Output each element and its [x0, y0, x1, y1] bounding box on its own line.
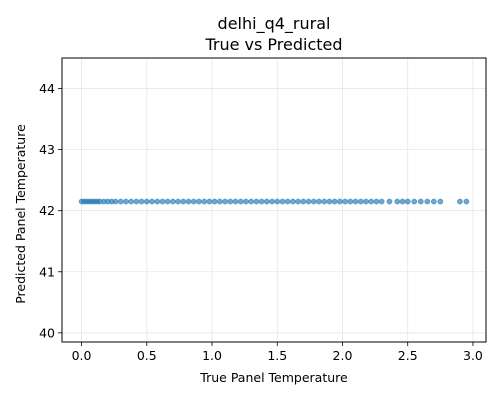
scatter-point [138, 198, 145, 205]
scatter-point [300, 198, 307, 205]
scatter-point [337, 198, 343, 205]
scatter-point [424, 198, 431, 205]
x-tick-label: 0.0 [72, 348, 92, 363]
scatter-point [394, 198, 401, 205]
scatter-point [159, 198, 166, 205]
scatter-point [185, 198, 192, 205]
scatter-point [347, 198, 354, 205]
x-tick-label: 2.0 [333, 348, 353, 363]
scatter-point [237, 198, 244, 205]
scatter-point [123, 198, 129, 205]
y-tick-label: 44 [39, 81, 55, 96]
data-points [78, 198, 470, 205]
scatter-point [248, 198, 255, 205]
chart-title-line2: True vs Predicted [204, 35, 342, 54]
scatter-point [232, 198, 239, 205]
scatter-point [357, 198, 364, 205]
y-axis-label: Predicted Panel Temperature [13, 124, 28, 304]
scatter-point [310, 198, 317, 205]
scatter-point [263, 198, 270, 205]
scatter-point [133, 198, 140, 205]
scatter-point [149, 198, 155, 205]
scatter-point [368, 198, 375, 205]
scatter-point [399, 198, 406, 205]
x-tick-label: 3.0 [463, 348, 483, 363]
scatter-point [279, 198, 286, 205]
scatter-point [463, 198, 470, 205]
scatter-point [430, 198, 437, 205]
scatter-point [321, 198, 328, 205]
scatter-point [295, 198, 301, 205]
scatter-point [180, 198, 187, 205]
scatter-point [253, 198, 260, 205]
scatter-point [386, 198, 393, 205]
scatter-point [284, 198, 291, 205]
scatter-point [305, 198, 312, 205]
scatter-point [206, 198, 213, 205]
y-tick-label: 43 [39, 142, 55, 157]
scatter-point [258, 198, 265, 205]
scatter-point [316, 198, 322, 205]
scatter-point [227, 198, 234, 205]
scatter-point [201, 198, 208, 205]
scatter-point [117, 198, 124, 205]
scatter-point [164, 198, 171, 205]
scatter-point [143, 198, 150, 205]
scatter-point [363, 198, 369, 205]
scatter-point [128, 198, 134, 205]
x-tick-label: 1.5 [267, 348, 287, 363]
scatter-point [170, 198, 176, 205]
scatter-point [373, 198, 380, 205]
x-axis-label: True Panel Temperature [199, 370, 348, 385]
scatter-point [190, 198, 197, 205]
y-tick-label: 40 [39, 325, 55, 340]
axis-ticks: 0.0 0.5 1.0 1.5 2.0 2.5 3.0 40 41 42 43 44 [39, 81, 483, 363]
scatter-point [352, 198, 359, 205]
scatter-point [274, 198, 281, 205]
scatter-point [112, 198, 119, 205]
scatter-point [211, 198, 218, 205]
scatter-point [175, 198, 181, 205]
scatter-point [437, 198, 444, 205]
y-tick-label: 41 [39, 264, 55, 279]
scatter-point [222, 198, 228, 205]
scatter-point [269, 198, 275, 205]
scatter-point [342, 198, 348, 205]
scatter-point [404, 198, 411, 205]
scatter-point [378, 198, 385, 205]
scatter-point [290, 198, 296, 205]
plot-area-frame [61, 57, 487, 343]
x-tick-label: 2.5 [398, 348, 418, 363]
scatter-point [417, 198, 424, 205]
scatter-point [154, 198, 161, 205]
scatter-point [243, 198, 249, 205]
scatter-point [331, 198, 338, 205]
scatter-point [326, 198, 333, 205]
y-tick-label: 42 [39, 203, 55, 218]
scatter-point [217, 198, 223, 205]
x-tick-label: 0.5 [137, 348, 157, 363]
scatter-point [457, 198, 463, 205]
x-tick-label: 1.0 [202, 348, 222, 363]
scatter-point [411, 198, 418, 205]
scatter-point [196, 198, 202, 205]
chart-title-line1: delhi_q4_rural [218, 14, 331, 34]
